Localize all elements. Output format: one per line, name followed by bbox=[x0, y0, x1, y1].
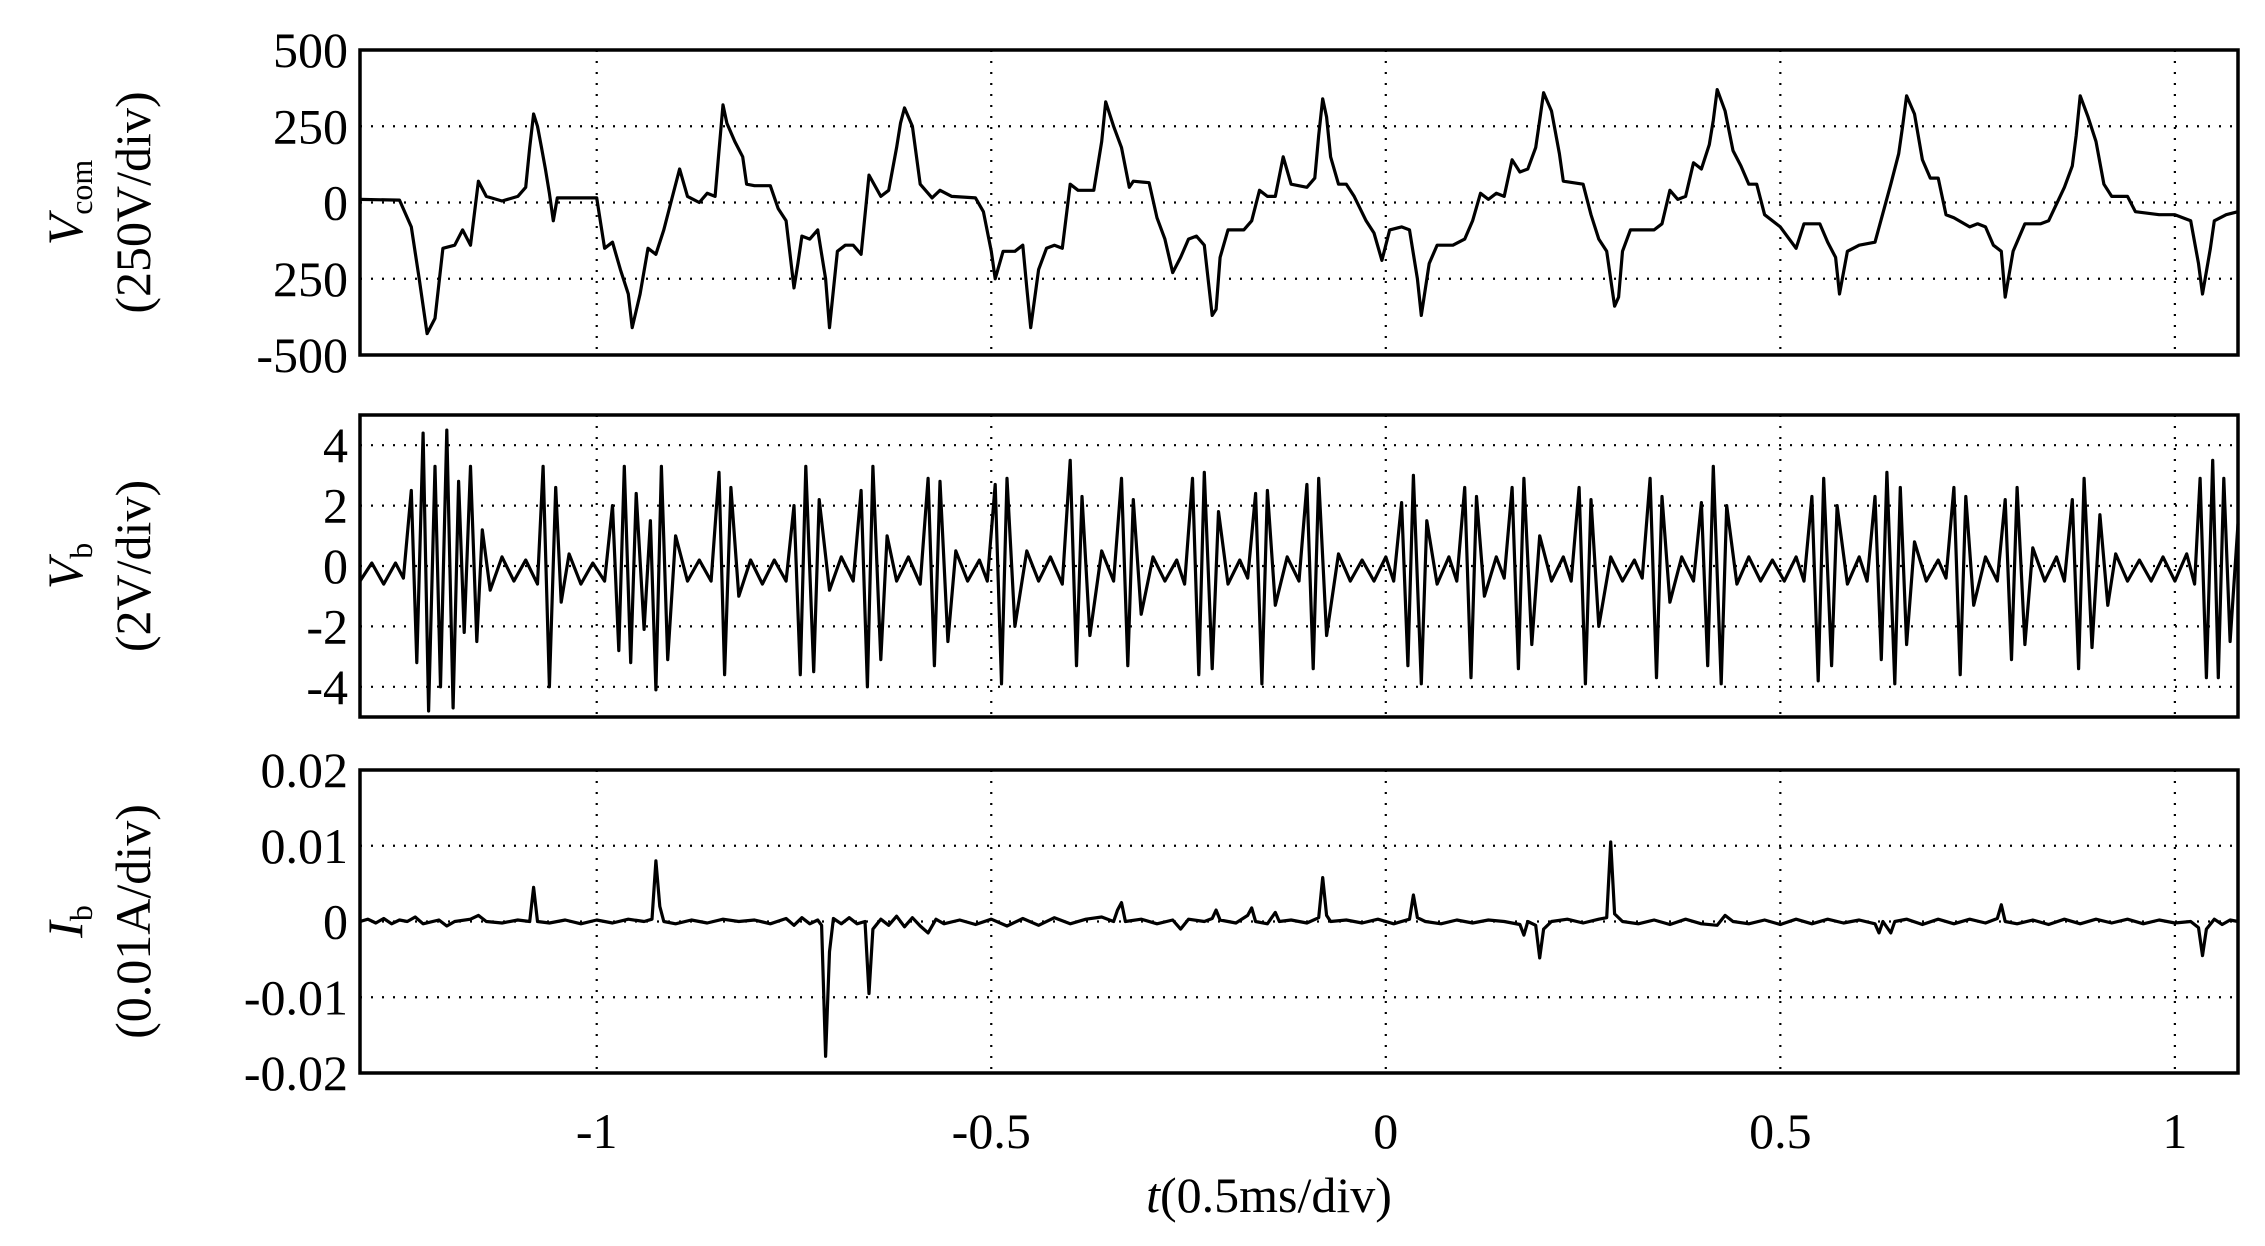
xtick-label: 0 bbox=[1373, 1103, 1398, 1159]
xlabel: t(0.5ms/div) bbox=[1146, 1167, 1392, 1223]
ib-trace bbox=[359, 840, 2239, 1058]
vcom-ylabel: Vcom bbox=[37, 160, 99, 246]
vb-plot-frame bbox=[358, 413, 2240, 719]
vb-ytick-label: -4 bbox=[306, 659, 348, 715]
ib-ytick-label: -0.02 bbox=[244, 1045, 348, 1101]
ib-ylabel-subscript: b bbox=[63, 905, 99, 921]
vcom-ylabel-symbol: V bbox=[37, 209, 93, 245]
vb-ylabel-unit: (2V/div) bbox=[105, 480, 161, 652]
vcom-ytick-label: -500 bbox=[256, 327, 348, 383]
vcom-ytick-label: 250 bbox=[273, 251, 348, 307]
ib-ylabel-unit: (0.01A/div) bbox=[105, 804, 161, 1039]
ib-ytick-label: 0 bbox=[323, 894, 348, 950]
xtick-label: -1 bbox=[576, 1103, 618, 1159]
ib-ytick-label: 0.01 bbox=[261, 818, 349, 874]
x-axis: -1 -0.5 0 0.5 1 t(0.5ms/div) bbox=[576, 1103, 2187, 1223]
vcom-ylabel-subscript: com bbox=[63, 160, 99, 215]
vb-ytick-label: 4 bbox=[323, 417, 348, 473]
vb-ytick-label: -2 bbox=[306, 598, 348, 654]
xtick-label: 0.5 bbox=[1749, 1103, 1812, 1159]
xlabel-unit: (0.5ms/div) bbox=[1160, 1167, 1392, 1223]
ib-ylabel: Ib bbox=[37, 905, 99, 939]
vcom-plot-frame bbox=[358, 48, 2240, 357]
vb-ytick-label: 2 bbox=[323, 478, 348, 534]
ib-ylabel-symbol: I bbox=[37, 919, 93, 939]
vcom-ylabel-unit: (250V/div) bbox=[105, 91, 161, 313]
vb-ytick-label: 0 bbox=[323, 538, 348, 594]
vb-ylabel-symbol: V bbox=[37, 553, 93, 589]
vb-ylabel-subscript: b bbox=[63, 543, 99, 559]
vcom-ytick-label: 250 bbox=[273, 98, 348, 154]
xtick-label: -0.5 bbox=[952, 1103, 1031, 1159]
vcom-ytick-label: 0 bbox=[323, 175, 348, 231]
vb-ylabel: Vb bbox=[37, 543, 99, 590]
vcom-trace bbox=[359, 87, 2239, 336]
vb-trace bbox=[358, 428, 2240, 713]
ib-plot-frame bbox=[358, 768, 2240, 1075]
ib-ytick-label: 0.02 bbox=[261, 742, 349, 798]
vcom-panel: -500 250 0 250 500 Vcom (250V/div) bbox=[37, 22, 2240, 383]
vcom-ytick-label: 500 bbox=[273, 22, 348, 78]
xlabel-variable: t bbox=[1146, 1167, 1161, 1223]
xtick-label: 1 bbox=[2162, 1103, 2187, 1159]
ib-ytick-label: -0.01 bbox=[244, 969, 348, 1025]
